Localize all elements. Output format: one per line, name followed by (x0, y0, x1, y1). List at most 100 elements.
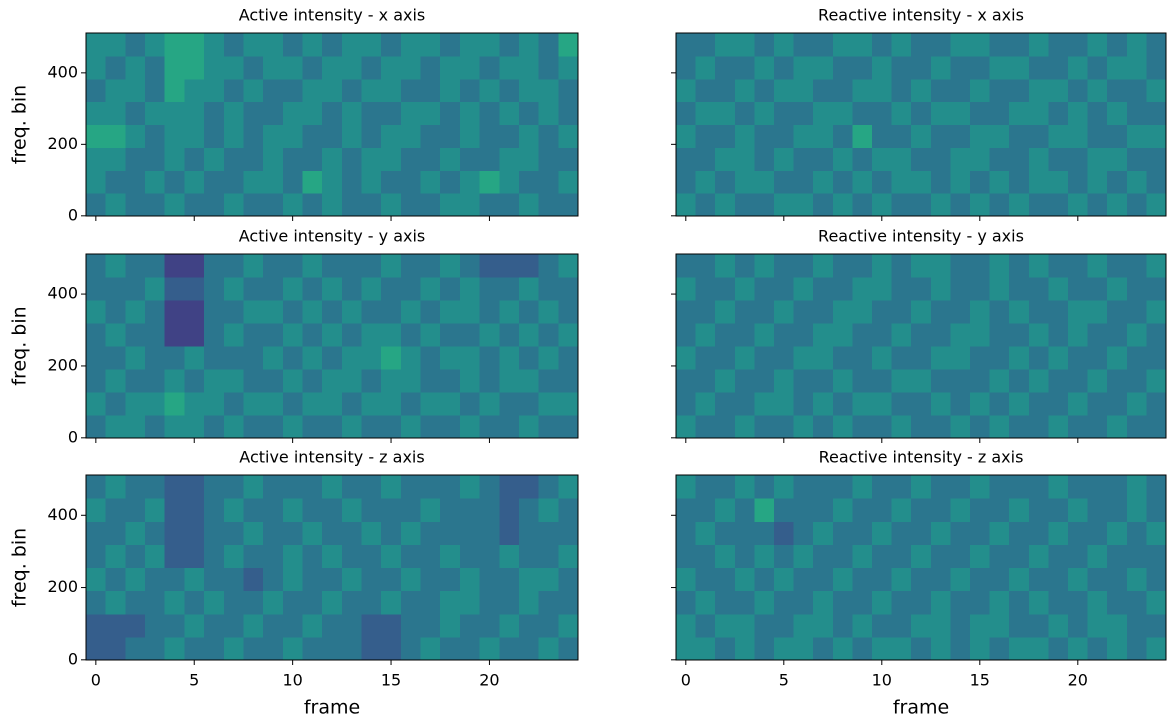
heatmap-cell (989, 55, 1010, 80)
heatmap-cell (872, 613, 893, 638)
heatmap-cell (950, 475, 971, 499)
heatmap-cell (970, 636, 991, 661)
heatmap-cell (361, 33, 382, 57)
heatmap-cell (715, 300, 736, 324)
heatmap-cell (558, 124, 579, 148)
heatmap-cell (538, 392, 559, 416)
heatmap-cell (754, 415, 775, 439)
heatmap-cell (1126, 277, 1147, 301)
heatmap-cell (420, 323, 441, 347)
heatmap-cell (970, 369, 991, 393)
heatmap-cell (1048, 33, 1069, 57)
heatmap-cell (322, 415, 343, 439)
heatmap-cell (774, 300, 795, 324)
heatmap-cell (558, 544, 579, 569)
heatmap-cell (891, 254, 912, 278)
heatmap-cell (263, 147, 284, 171)
heatmap-cell (145, 33, 166, 57)
heatmap-cell (381, 636, 402, 661)
heatmap-cell (813, 55, 834, 80)
heatmap-cell (381, 544, 402, 569)
heatmap-cell (911, 475, 932, 499)
heatmap-cell (558, 254, 579, 278)
heatmap-cell (1107, 124, 1128, 148)
heatmap-cell (676, 567, 697, 592)
heatmap-cell (204, 498, 225, 522)
heatmap-cell (1146, 636, 1167, 661)
heatmap-cell (538, 170, 559, 194)
heatmap-cell (970, 193, 991, 217)
heatmap-cell (832, 521, 853, 545)
y-tick-label: 200 (47, 134, 78, 153)
heatmap-cell (734, 254, 755, 278)
heatmap-cell (381, 55, 402, 80)
heatmap-cell (361, 636, 382, 661)
heatmap-cell (164, 415, 185, 439)
heatmap-cell (676, 33, 697, 57)
heatmap-cell (459, 498, 481, 522)
heatmap-cell (479, 277, 500, 301)
heatmap-cell (891, 415, 912, 439)
heatmap-cell (1146, 415, 1167, 439)
heatmap-cell (734, 544, 755, 569)
heatmap-cell (361, 590, 382, 615)
heatmap-cell (164, 323, 185, 347)
heatmap-cell (558, 636, 579, 661)
heatmap-cell (263, 254, 284, 278)
heatmap-cell (302, 300, 323, 324)
heatmap-cell (1107, 544, 1128, 569)
heatmap-cell (440, 193, 461, 217)
heatmap-cell (538, 567, 559, 592)
heatmap-cell (400, 346, 422, 370)
y-axis-label: freq. bin (9, 306, 31, 385)
heatmap-cell (950, 498, 971, 522)
heatmap-cell (734, 101, 755, 126)
heatmap-cell (558, 415, 579, 439)
heatmap-cell (479, 124, 500, 148)
heatmap-cell (832, 369, 853, 393)
heatmap-cell (263, 590, 284, 615)
heatmap-cell (302, 636, 323, 661)
heatmap-cell (695, 590, 716, 615)
heatmap-cell (518, 323, 540, 347)
heatmap-cell (400, 636, 422, 661)
heatmap-cell (813, 193, 834, 217)
heatmap-cell (695, 277, 716, 301)
heatmap-cell (832, 415, 853, 439)
heatmap-cell (479, 101, 500, 126)
heatmap-cell (1126, 300, 1147, 324)
heatmap-cell (341, 475, 363, 499)
heatmap-cell (440, 254, 461, 278)
heatmap-cell (930, 300, 951, 324)
heatmap-cell (911, 590, 932, 615)
heatmap-cell (891, 78, 912, 103)
heatmap-cell (930, 392, 951, 416)
heatmap-cell (911, 170, 932, 194)
heatmap-cell (950, 636, 971, 661)
heatmap-cell (970, 170, 991, 194)
heatmap-cell (164, 567, 185, 592)
heatmap-cell (1146, 346, 1167, 370)
heatmap-cell (950, 346, 971, 370)
heatmap-cell (1028, 567, 1049, 592)
heatmap-cell (872, 254, 893, 278)
heatmap-cell (184, 369, 205, 393)
heatmap-cell (852, 300, 873, 324)
heatmap-cell (223, 147, 245, 171)
heatmap-cell (263, 521, 284, 545)
heatmap-cell (1146, 277, 1167, 301)
heatmap-cell (223, 521, 245, 545)
heatmap-cell (282, 33, 304, 57)
heatmap-cell (1087, 300, 1108, 324)
heatmap-cell (970, 590, 991, 615)
heatmap-cell (911, 101, 932, 126)
heatmap-cell (381, 101, 402, 126)
heatmap-cell (164, 124, 185, 148)
heatmap-cell (950, 567, 971, 592)
heatmap-cell (400, 170, 422, 194)
heatmap-cell (1028, 392, 1049, 416)
heatmap-cell (341, 636, 363, 661)
heatmap-cell (204, 124, 225, 148)
heatmap-cell (1068, 392, 1089, 416)
heatmap-cell (793, 300, 814, 324)
